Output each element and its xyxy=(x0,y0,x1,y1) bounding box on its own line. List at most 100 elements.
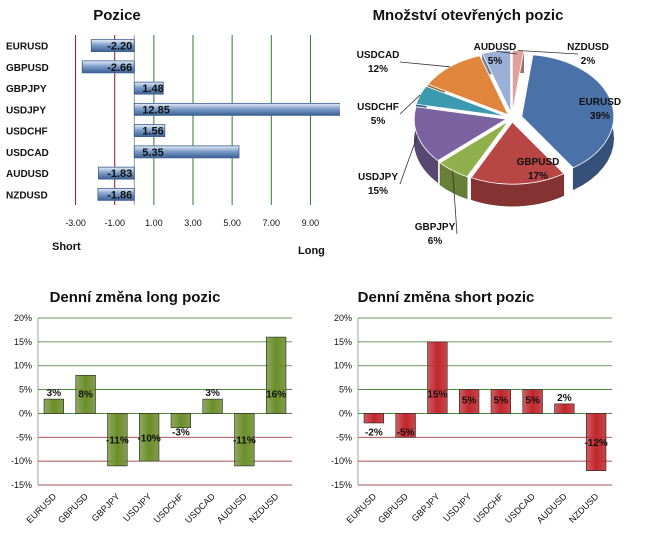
category-label: AUDUSD xyxy=(215,491,249,525)
slice-name-label: NZDUSD xyxy=(567,42,609,53)
y-tick-label: -15% xyxy=(331,480,352,490)
x-tick-label: 1.00 xyxy=(145,218,163,228)
category-label: USDJPY xyxy=(6,105,46,116)
slice-percent-label: 5% xyxy=(371,116,386,127)
data-label: -10% xyxy=(137,433,160,444)
y-tick-label: 20% xyxy=(14,313,32,323)
category-label: NZDUSD xyxy=(567,491,601,525)
data-label: 5% xyxy=(494,396,509,407)
y-tick-label: -10% xyxy=(331,456,352,466)
leader-line xyxy=(496,50,518,55)
slice-percent-label: 17% xyxy=(528,171,548,182)
short-change-chart-panel: Denní změna short pozic -15% -10% -5% 0% 5% 10… xyxy=(320,280,651,541)
slice-eurusd xyxy=(521,54,615,169)
category-label: USDCHF xyxy=(6,127,48,138)
y-tick-label: 0% xyxy=(339,408,352,418)
y-tick-label: 15% xyxy=(334,337,352,347)
slice-nzdusd xyxy=(511,50,525,113)
slice-gbpjpy xyxy=(439,120,509,178)
data-label: 5% xyxy=(525,396,540,407)
category-label: NZDUSD xyxy=(6,190,48,201)
category-label: USDCAD xyxy=(6,148,49,159)
data-label: -11% xyxy=(106,436,129,447)
bar-nzdusd xyxy=(585,413,607,471)
value-label: 1.48 xyxy=(142,83,163,95)
x-tick-label: 3.00 xyxy=(184,218,202,228)
bar-usdchf xyxy=(490,389,512,414)
bar-eurusd xyxy=(90,39,135,53)
category-label: GBPUSD xyxy=(6,63,49,74)
category-label: GBPUSD xyxy=(56,491,90,525)
data-label: -2% xyxy=(365,427,383,438)
long-change-chart-panel: Denní změna long pozic -15% -10% -5% 0% 5% 10%… xyxy=(0,280,320,541)
category-label: USDCAD xyxy=(503,491,537,525)
chart-title: Množství otevřených pozic xyxy=(373,7,564,24)
category-label: EURUSD xyxy=(24,491,58,525)
bar-gbpusd xyxy=(81,60,135,74)
bar-usdcad xyxy=(202,398,223,414)
slice-audusd xyxy=(481,50,512,113)
chart-title: Denní změna short pozic xyxy=(358,289,535,306)
value-label: 12.85 xyxy=(142,104,170,116)
x-tick-label: 9.00 xyxy=(302,218,320,228)
category-label: GBPUSD xyxy=(376,491,410,525)
y-tick-label: -15% xyxy=(11,480,32,490)
data-label: -12% xyxy=(584,438,607,449)
y-tick-label: 20% xyxy=(334,313,352,323)
positions-chart: Pozice -3.00 -1.00 1.00 3.00 5.00 7.00 9.00 EURU… xyxy=(6,7,387,257)
data-label: 3% xyxy=(47,388,62,399)
data-label: -5% xyxy=(397,427,415,438)
bar-usdjpy xyxy=(138,413,160,462)
bar-eurusd xyxy=(363,413,385,424)
value-label: 1.56 xyxy=(142,126,163,138)
category-label: EURUSD xyxy=(6,42,48,53)
chart-title: Pozice xyxy=(93,7,141,24)
y-tick-label: 10% xyxy=(14,361,32,371)
slice-percent-label: 39% xyxy=(590,111,610,122)
bar-usdchf xyxy=(133,124,166,138)
category-label: USDJPY xyxy=(441,491,473,523)
slice-name-label: EURUSD xyxy=(579,97,621,108)
bar-usdcad xyxy=(522,389,543,414)
bar-gbpusd xyxy=(75,374,96,414)
leader-line xyxy=(399,61,450,68)
y-tick-label: -5% xyxy=(336,432,352,442)
data-label: 5% xyxy=(462,396,477,407)
category-label: EURUSD xyxy=(344,491,378,525)
bar-gbpjpy xyxy=(107,413,128,467)
y-tick-label: 5% xyxy=(339,385,352,395)
bar-nzdusd xyxy=(265,336,287,414)
leader-line xyxy=(399,135,418,185)
slice-usdjpy xyxy=(413,106,508,162)
open-positions-pie-panel: Množství otevřených pozic EURUSD 39% GBPUSD… xyxy=(330,0,651,260)
x-tick-label: -1.00 xyxy=(104,218,125,228)
slice-percent-label: 2% xyxy=(581,56,596,67)
short-change-chart: Denní změna short pozic -15% -10% -5% 0% 5% 10… xyxy=(331,289,612,525)
bar-gbpjpy xyxy=(133,81,164,95)
y-tick-label: -10% xyxy=(11,456,32,466)
category-label: NZDUSD xyxy=(247,491,281,525)
data-label: 2% xyxy=(557,393,572,404)
slice-name-label: AUDUSD xyxy=(474,42,517,53)
slice-percent-label: 12% xyxy=(368,64,388,75)
value-label: -2.66 xyxy=(107,62,132,74)
bar-gbpjpy xyxy=(427,341,448,414)
category-label: AUDUSD xyxy=(6,169,49,180)
bar-audusd xyxy=(98,166,135,180)
category-label: GBPJPY xyxy=(6,84,47,95)
bar-usdjpy xyxy=(458,389,480,414)
slice-name-label: GBPUSD xyxy=(517,157,560,168)
y-tick-label: 0% xyxy=(19,408,32,418)
bar-usdcad xyxy=(133,145,240,159)
slice-name-label: USDCAD xyxy=(357,50,400,61)
value-label: -1.86 xyxy=(107,189,132,201)
slice-percent-label: 6% xyxy=(428,236,443,247)
data-label: -3% xyxy=(172,427,190,438)
value-label: -2.20 xyxy=(107,41,132,53)
data-label: 16% xyxy=(266,389,286,400)
bar-usdchf xyxy=(170,413,192,429)
leader-line xyxy=(452,170,458,235)
data-label: 3% xyxy=(205,388,220,399)
bar-audusd xyxy=(234,413,255,467)
category-label: GBPJPY xyxy=(90,491,122,523)
